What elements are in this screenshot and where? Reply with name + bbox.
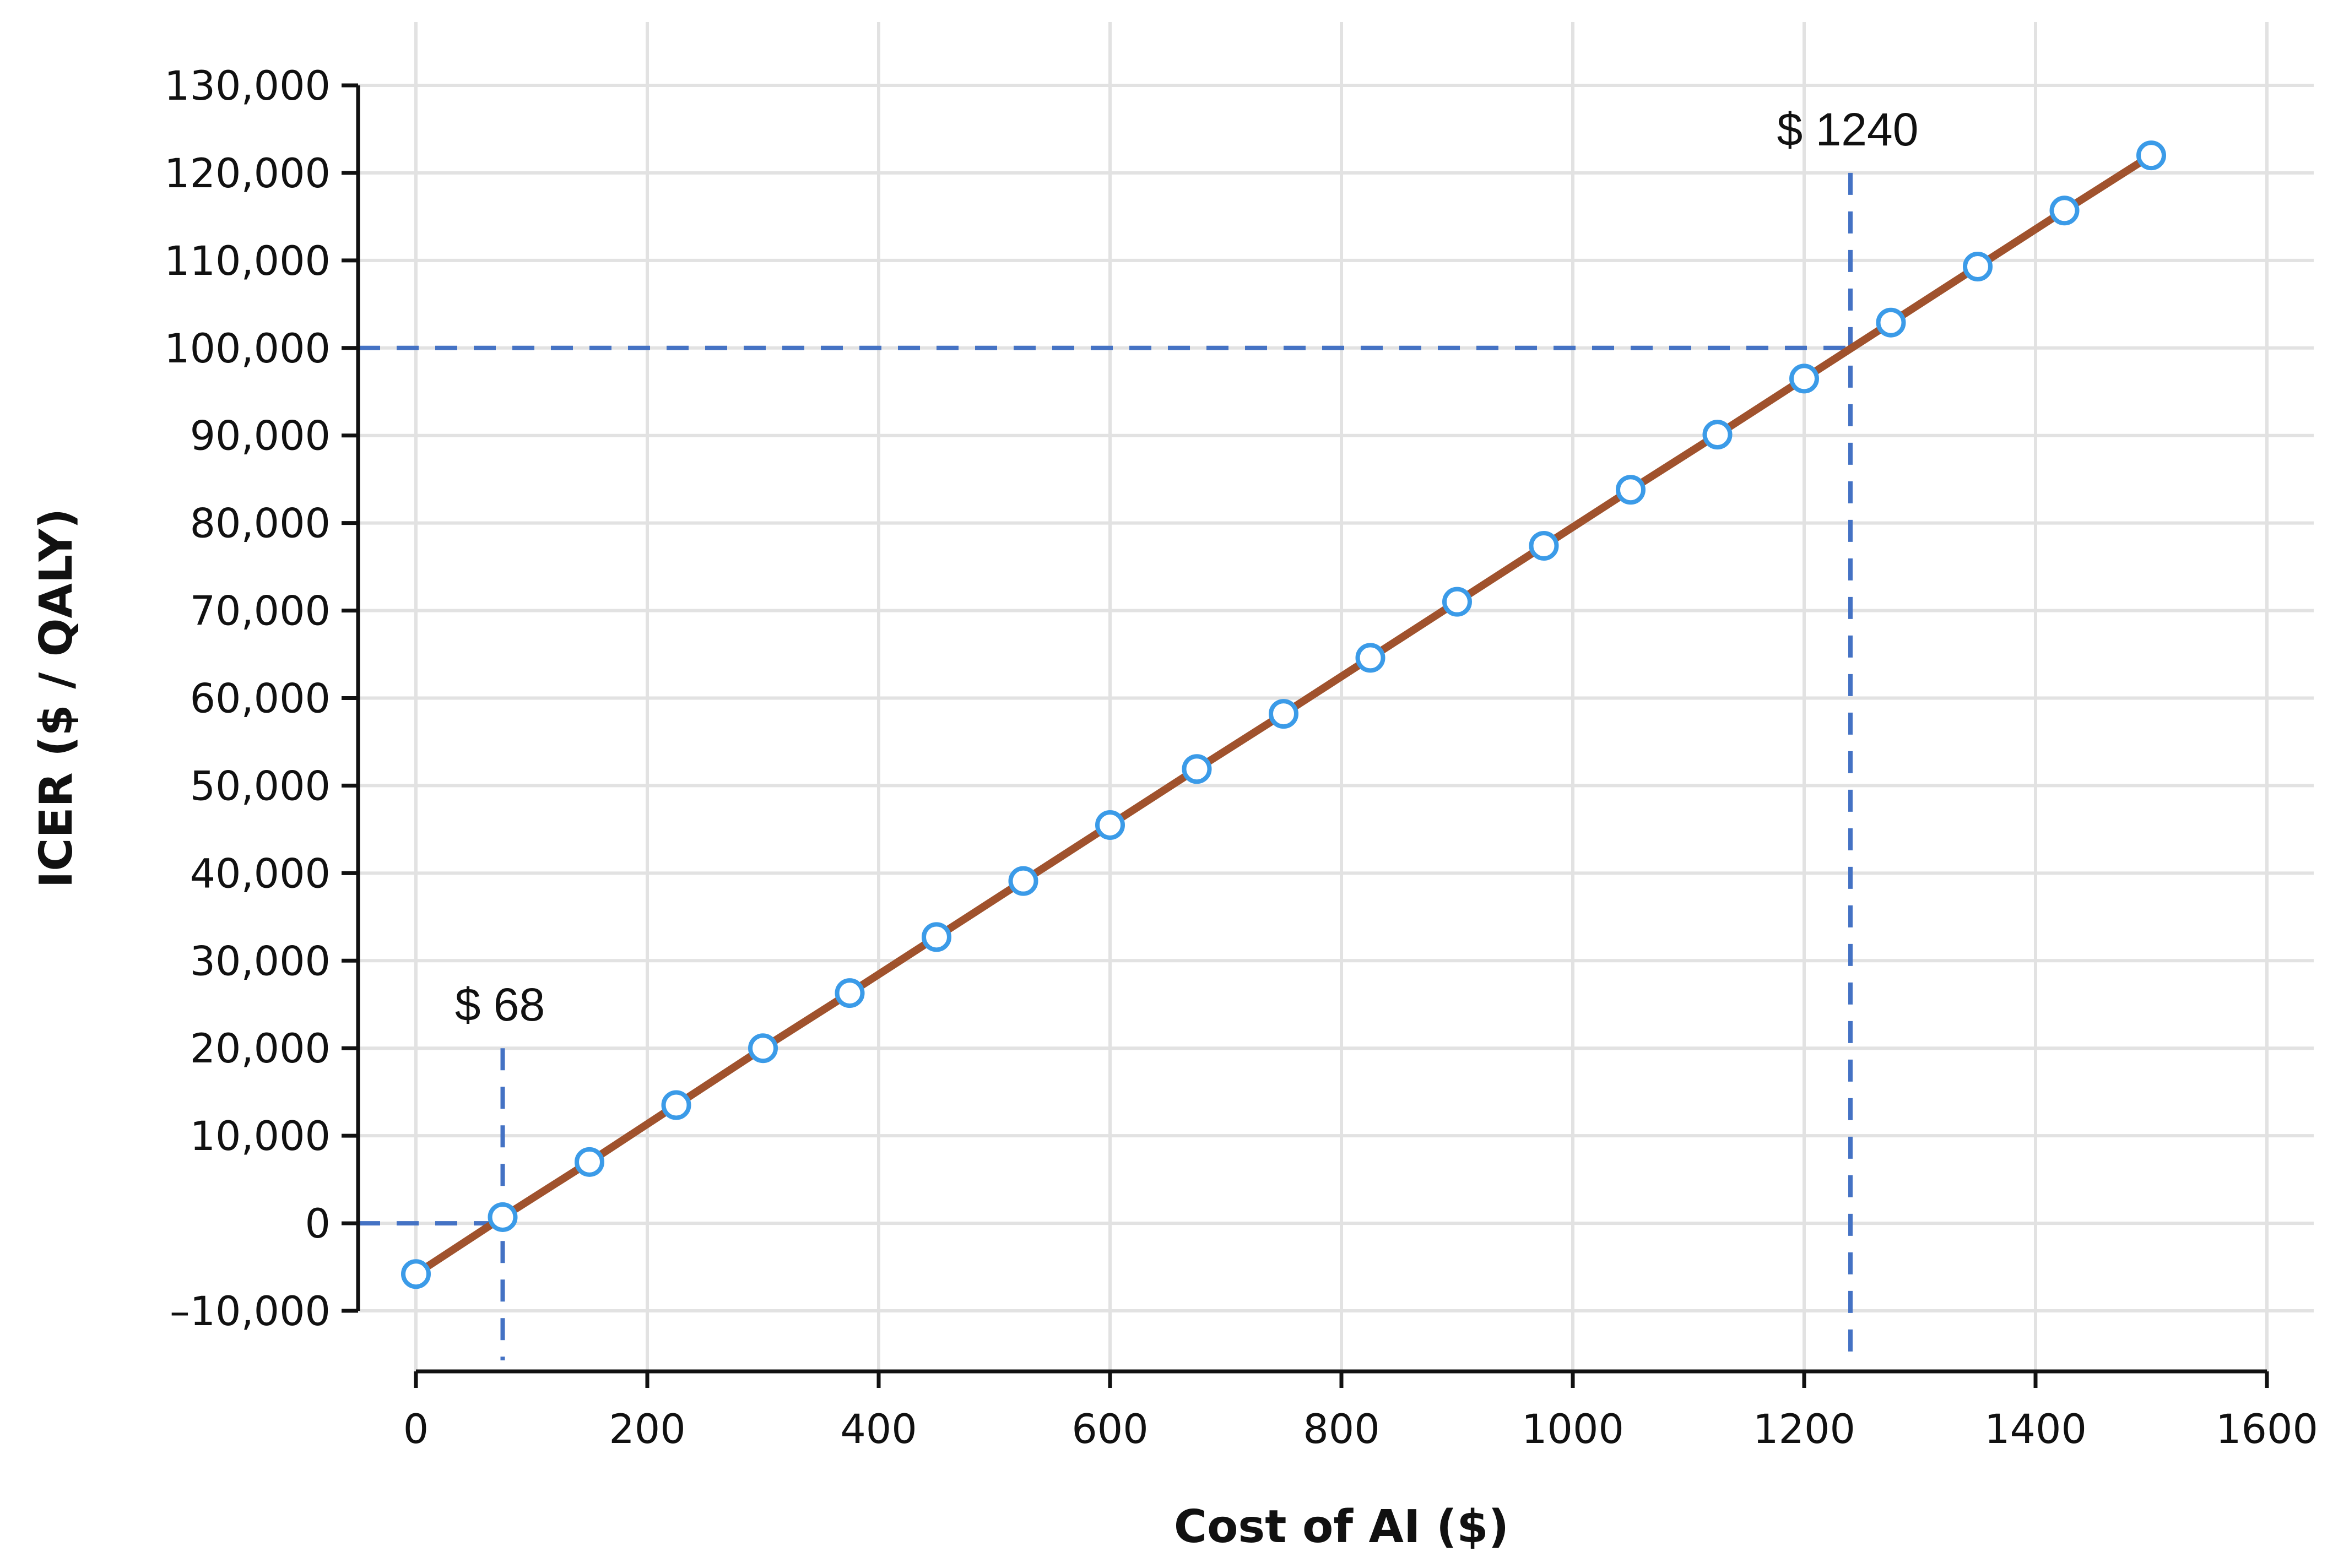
y-tick-label: 20,000	[190, 1026, 331, 1072]
data-point	[748, 1033, 778, 1064]
data-point	[1702, 420, 1733, 450]
data-point	[1529, 530, 1559, 561]
x-axis-title: Cost of AI ($)	[1174, 1501, 1509, 1553]
data-point	[2049, 196, 2080, 226]
x-tick-label: 400	[840, 1406, 917, 1453]
x-tick-label: 1400	[1984, 1406, 2087, 1453]
y-tick-label: 10,000	[190, 1113, 331, 1160]
axes: –10,000 0 10,000 20,000 30,000 40,000 50,000 60…	[164, 63, 2318, 1453]
data-point	[488, 1202, 518, 1232]
y-tick-label: 60,000	[190, 676, 331, 723]
data-point	[1963, 251, 1993, 281]
data-point	[401, 1259, 431, 1289]
y-tick-label: 0	[305, 1201, 331, 1247]
annotation-label-1: $ 1240	[1777, 104, 1919, 155]
data-point	[922, 922, 951, 952]
y-tick-label: 100,000	[164, 325, 331, 372]
data-point	[1789, 363, 1819, 394]
data-point	[835, 978, 865, 1008]
x-tick-label: 200	[609, 1406, 685, 1453]
annotation-label-0: $ 68	[455, 979, 545, 1030]
x-tick-label: 0	[403, 1406, 429, 1453]
data-point	[1616, 475, 1646, 505]
y-axis-title: ICER ($ / QALY)	[30, 508, 83, 888]
data-point	[575, 1147, 604, 1177]
y-tick-label: 110,000	[164, 238, 331, 285]
y-tick-label: 80,000	[190, 501, 331, 547]
y-tick-label: 30,000	[190, 938, 331, 985]
labels: Cost of AI ($) ICER ($ / QALY) $ 68 $ 1240	[30, 104, 1918, 1553]
y-tick-label: 90,000	[190, 413, 331, 460]
x-tick-label: 800	[1303, 1406, 1379, 1453]
data-point	[1442, 587, 1472, 617]
grid	[358, 22, 2314, 1371]
x-tick-label: 1000	[1522, 1406, 1624, 1453]
y-tick-label: 70,000	[190, 588, 331, 635]
data-point	[1355, 643, 1385, 673]
data-point	[661, 1090, 691, 1120]
reference-lines	[358, 172, 1853, 1360]
data-point	[1876, 307, 1906, 338]
data-point	[2136, 140, 2166, 171]
data-point	[1269, 699, 1298, 729]
x-tick-label: 1600	[2216, 1406, 2318, 1453]
y-tick-label: –10,000	[170, 1288, 331, 1335]
y-tick-label: 50,000	[190, 763, 331, 810]
data-point	[1095, 810, 1125, 840]
data-point	[1008, 866, 1038, 896]
y-tick-label: 40,000	[190, 850, 331, 897]
y-tick-label: 130,000	[164, 63, 331, 110]
data-point	[1182, 754, 1212, 784]
x-tick-label: 1200	[1753, 1406, 1855, 1453]
x-tick-label: 600	[1071, 1406, 1148, 1453]
series	[401, 140, 2166, 1289]
y-tick-label: 120,000	[164, 150, 331, 197]
